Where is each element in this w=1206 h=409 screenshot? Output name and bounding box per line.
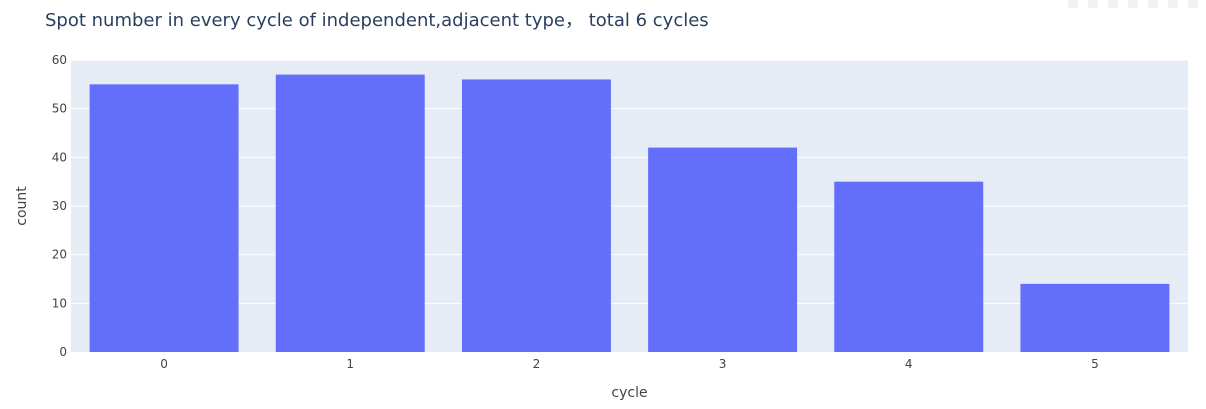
y-tick-label: 0: [59, 345, 67, 359]
bar-cycle-3: [648, 147, 798, 352]
grid-lines: [71, 59, 1188, 304]
reset-axes-icon[interactable]: [1188, 0, 1198, 8]
x-tick-label: 3: [719, 357, 727, 371]
zoom-icon[interactable]: [1088, 0, 1098, 8]
bar-cycle-4: [834, 181, 984, 352]
bar-cycle-2: [461, 79, 611, 352]
x-tick-label: 0: [160, 357, 168, 371]
x-axis-label: cycle: [611, 385, 647, 401]
bar-cycle-0: [89, 84, 239, 352]
zoom-in-icon[interactable]: [1128, 0, 1138, 8]
y-tick-label: 30: [52, 199, 67, 213]
y-tick-label: 50: [52, 102, 67, 116]
bars: [89, 74, 1170, 352]
modebar[interactable]: [1068, 0, 1198, 10]
y-axis-label: count: [14, 186, 30, 226]
chart-title: Spot number in every cycle of independen…: [45, 10, 709, 31]
y-axis-ticks: 0 10 20 30 40 50 60: [52, 53, 67, 359]
zoom-out-icon[interactable]: [1148, 0, 1158, 8]
camera-icon[interactable]: [1068, 0, 1078, 8]
bar-cycle-5: [1020, 283, 1170, 352]
x-tick-label: 5: [1091, 357, 1099, 371]
pan-icon[interactable]: [1108, 0, 1118, 8]
x-tick-label: 2: [533, 357, 541, 371]
autoscale-icon[interactable]: [1168, 0, 1178, 8]
y-tick-label: 60: [52, 53, 67, 67]
y-tick-label: 40: [52, 150, 67, 164]
x-tick-label: 4: [905, 357, 913, 371]
x-axis-ticks: 0 1 2 3 4 5: [160, 357, 1098, 371]
bar-cycle-1: [275, 74, 425, 352]
x-tick-label: 1: [346, 357, 354, 371]
y-tick-label: 10: [52, 296, 67, 310]
y-tick-label: 20: [52, 248, 67, 262]
